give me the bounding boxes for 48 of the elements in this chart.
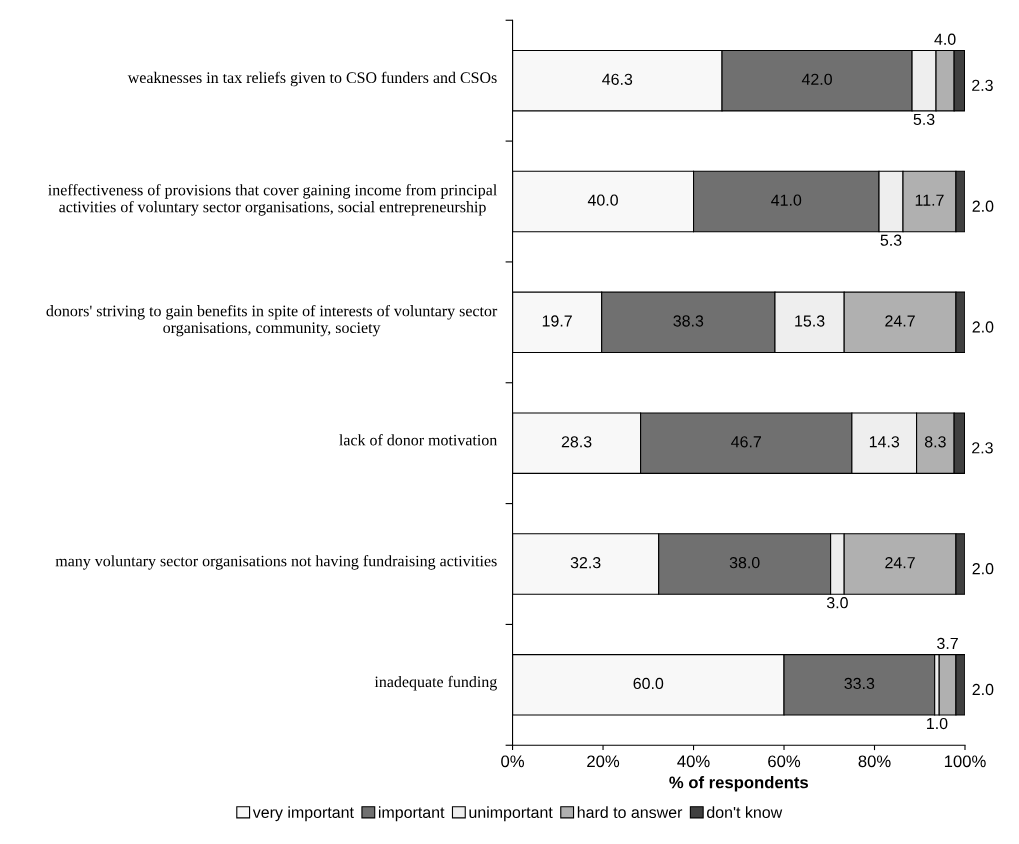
data-label: 5.3 (913, 113, 935, 126)
legend-label: unimportant (469, 806, 553, 822)
data-label: 60.0 (633, 677, 664, 690)
data-label: 2.0 (972, 200, 994, 212)
data-label: 46.7 (731, 436, 761, 448)
data-label: 14.3 (869, 436, 900, 448)
data-label: 24.7 (885, 315, 915, 327)
data-label: 38.0 (729, 556, 760, 569)
data-label: 2.0 (972, 321, 994, 333)
data-label: 5.3 (880, 234, 902, 246)
x-tick-label: 60% (768, 755, 801, 768)
data-label: 46.3 (602, 73, 633, 85)
y-tick-label: lack of donor motivation (339, 434, 498, 446)
data-label: 11.7 (915, 194, 944, 206)
y-tick-label: weaknesses in tax reliefs given to CSO funders and CSOs (127, 71, 497, 87)
data-label: 41.0 (771, 194, 802, 206)
data-label: 2.3 (972, 79, 993, 91)
data-label: 28.3 (561, 436, 592, 448)
data-label: 3.7 (937, 637, 958, 650)
data-label: 32.3 (570, 556, 601, 569)
y-tick-label: donors' striving to gain benefits in spite of interests of voluntary sector organisations, community, society (46, 304, 498, 337)
y-tick-label: many voluntary sector organisations not having fundraising activities (55, 554, 497, 570)
legend-label: don't know (707, 806, 783, 819)
data-label: 40.0 (587, 194, 618, 206)
data-label: 1.0 (927, 717, 948, 730)
data-label: 24.7 (885, 556, 915, 569)
y-tick-label: inadequate funding (374, 675, 497, 691)
data-label: 19.7 (542, 315, 572, 327)
x-tick-label: 20% (587, 755, 620, 768)
data-label: 2.0 (972, 563, 994, 575)
legend-label: hard to answer (577, 806, 683, 819)
data-label: 15.3 (795, 315, 825, 327)
data-label: 3.0 (826, 597, 848, 609)
x-tick-label: 40% (677, 755, 710, 768)
x-tick-label: 100% (944, 755, 986, 768)
x-axis-title: % of respondents (669, 776, 809, 792)
data-label: 42.0 (801, 73, 832, 85)
data-label: 4.0 (934, 33, 956, 45)
data-label: 2.0 (972, 683, 994, 696)
data-label: 38.3 (673, 315, 704, 327)
legend-label: very important (252, 806, 354, 822)
data-label: 8.3 (924, 436, 946, 448)
x-tick-label: 0% (501, 755, 525, 768)
x-tick-label: 80% (858, 755, 891, 768)
data-label: 33.3 (844, 677, 875, 690)
data-label: 2.3 (972, 442, 993, 454)
y-tick-label: ineffectiveness of provisions that cover gaining income from principal activities of voluntary sector organisations, social entrepreneurship (48, 184, 497, 216)
legend-label: important (378, 806, 445, 822)
